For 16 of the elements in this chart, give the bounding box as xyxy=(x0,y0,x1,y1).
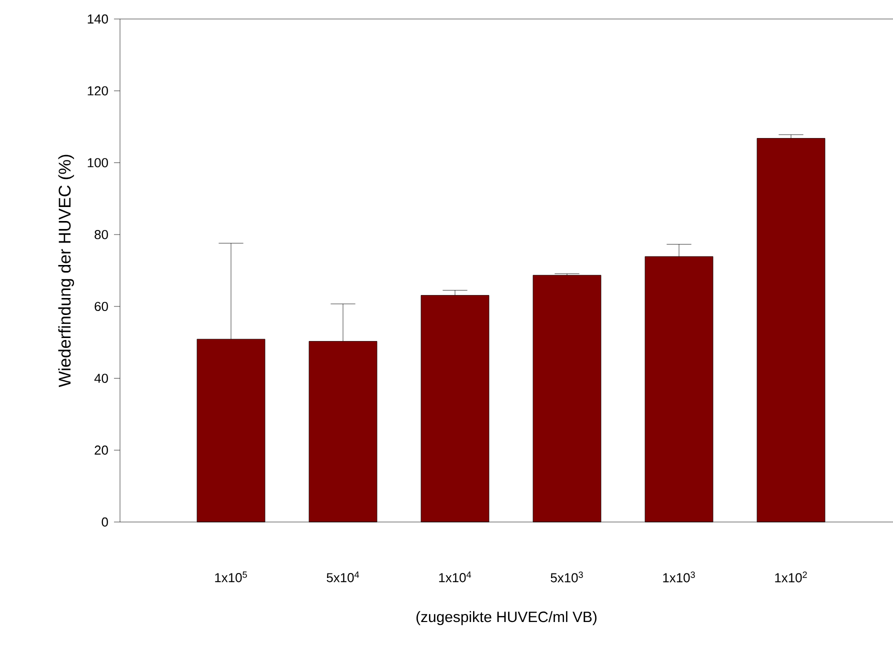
x-tick-label: 1x10$^{4}$ xyxy=(439,572,472,582)
x-tick-label: 5x10$^{4}$ xyxy=(326,572,360,582)
x-axis-title: (zugespikte HUVEC/ml VB) xyxy=(416,611,596,626)
x-tick-label: 1x10$^{5}$ xyxy=(215,572,247,582)
y-tick-label: 120 xyxy=(88,86,108,96)
y-tick-label: 60 xyxy=(94,302,108,312)
y-tick-label: 80 xyxy=(94,230,108,240)
x-tick-label: 1x10$^{2}$ xyxy=(775,572,807,582)
y-tick-label: 100 xyxy=(88,158,108,168)
y-tick-label: 20 xyxy=(94,446,108,455)
x-tick-label: 1x10$^{3}$ xyxy=(663,572,695,582)
y-tick-label: 40 xyxy=(94,374,108,383)
y-tick-label: 0 xyxy=(102,517,108,527)
x-tick-label: 5x10$^{3}$ xyxy=(550,572,583,582)
y-axis-title: Wiederfindung der HUVEC (%) xyxy=(58,154,74,388)
y-tick-label: 140 xyxy=(88,14,108,24)
